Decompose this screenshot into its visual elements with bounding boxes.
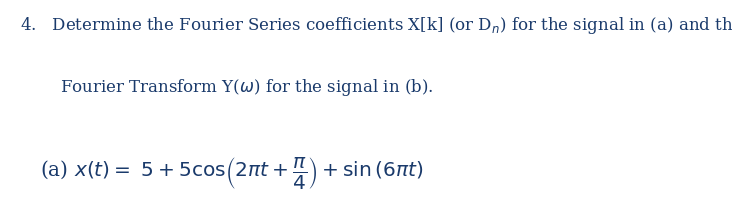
Text: (a) $x(t) = \ 5 + 5 \cos\!\left(2\pi t + \dfrac{\pi}{4}\right) + \sin\left(6\pi : (a) $x(t) = \ 5 + 5 \cos\!\left(2\pi t +…	[40, 155, 424, 191]
Text: Fourier Transform Y($\omega$) for the signal in (b).: Fourier Transform Y($\omega$) for the si…	[60, 77, 433, 98]
Text: 4.   Determine the Fourier Series coefficients X[k] (or D$_{n}$) for the signal : 4. Determine the Fourier Series coeffici…	[20, 15, 732, 36]
